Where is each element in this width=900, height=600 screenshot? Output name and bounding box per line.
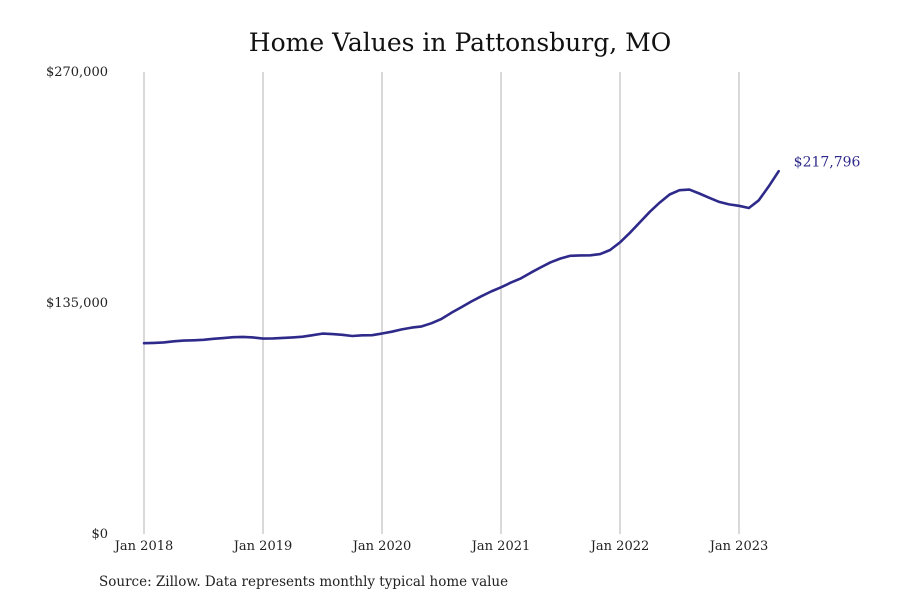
y-tick-label: $270,000 [46,65,108,80]
gridlines [143,72,740,534]
y-axis-tick-labels: $0 $135,000 $270,000 [46,65,108,542]
x-axis-tick-labels: Jan 2018 Jan 2019 Jan 2020 Jan 2021 Jan 2022… [113,539,769,554]
series-line-0 [142,169,781,345]
x-tick-label: Jan 2018 [113,539,174,554]
x-tick-label: Jan 2020 [351,539,412,554]
x-tick-label: Jan 2019 [232,539,293,554]
y-tick-label: $0 [91,527,108,542]
source-note: Source: Zillow. Data represents monthly … [99,574,508,590]
y-tick-label: $135,000 [46,296,108,311]
x-tick-label: Jan 2021 [470,539,531,554]
x-tick-label: Jan 2022 [589,539,650,554]
series-lines [142,169,781,345]
end-value-label: $217,796 [794,154,861,170]
chart-title: Home Values in Pattonsburg, MO [249,28,671,57]
x-tick-label: Jan 2023 [708,539,769,554]
